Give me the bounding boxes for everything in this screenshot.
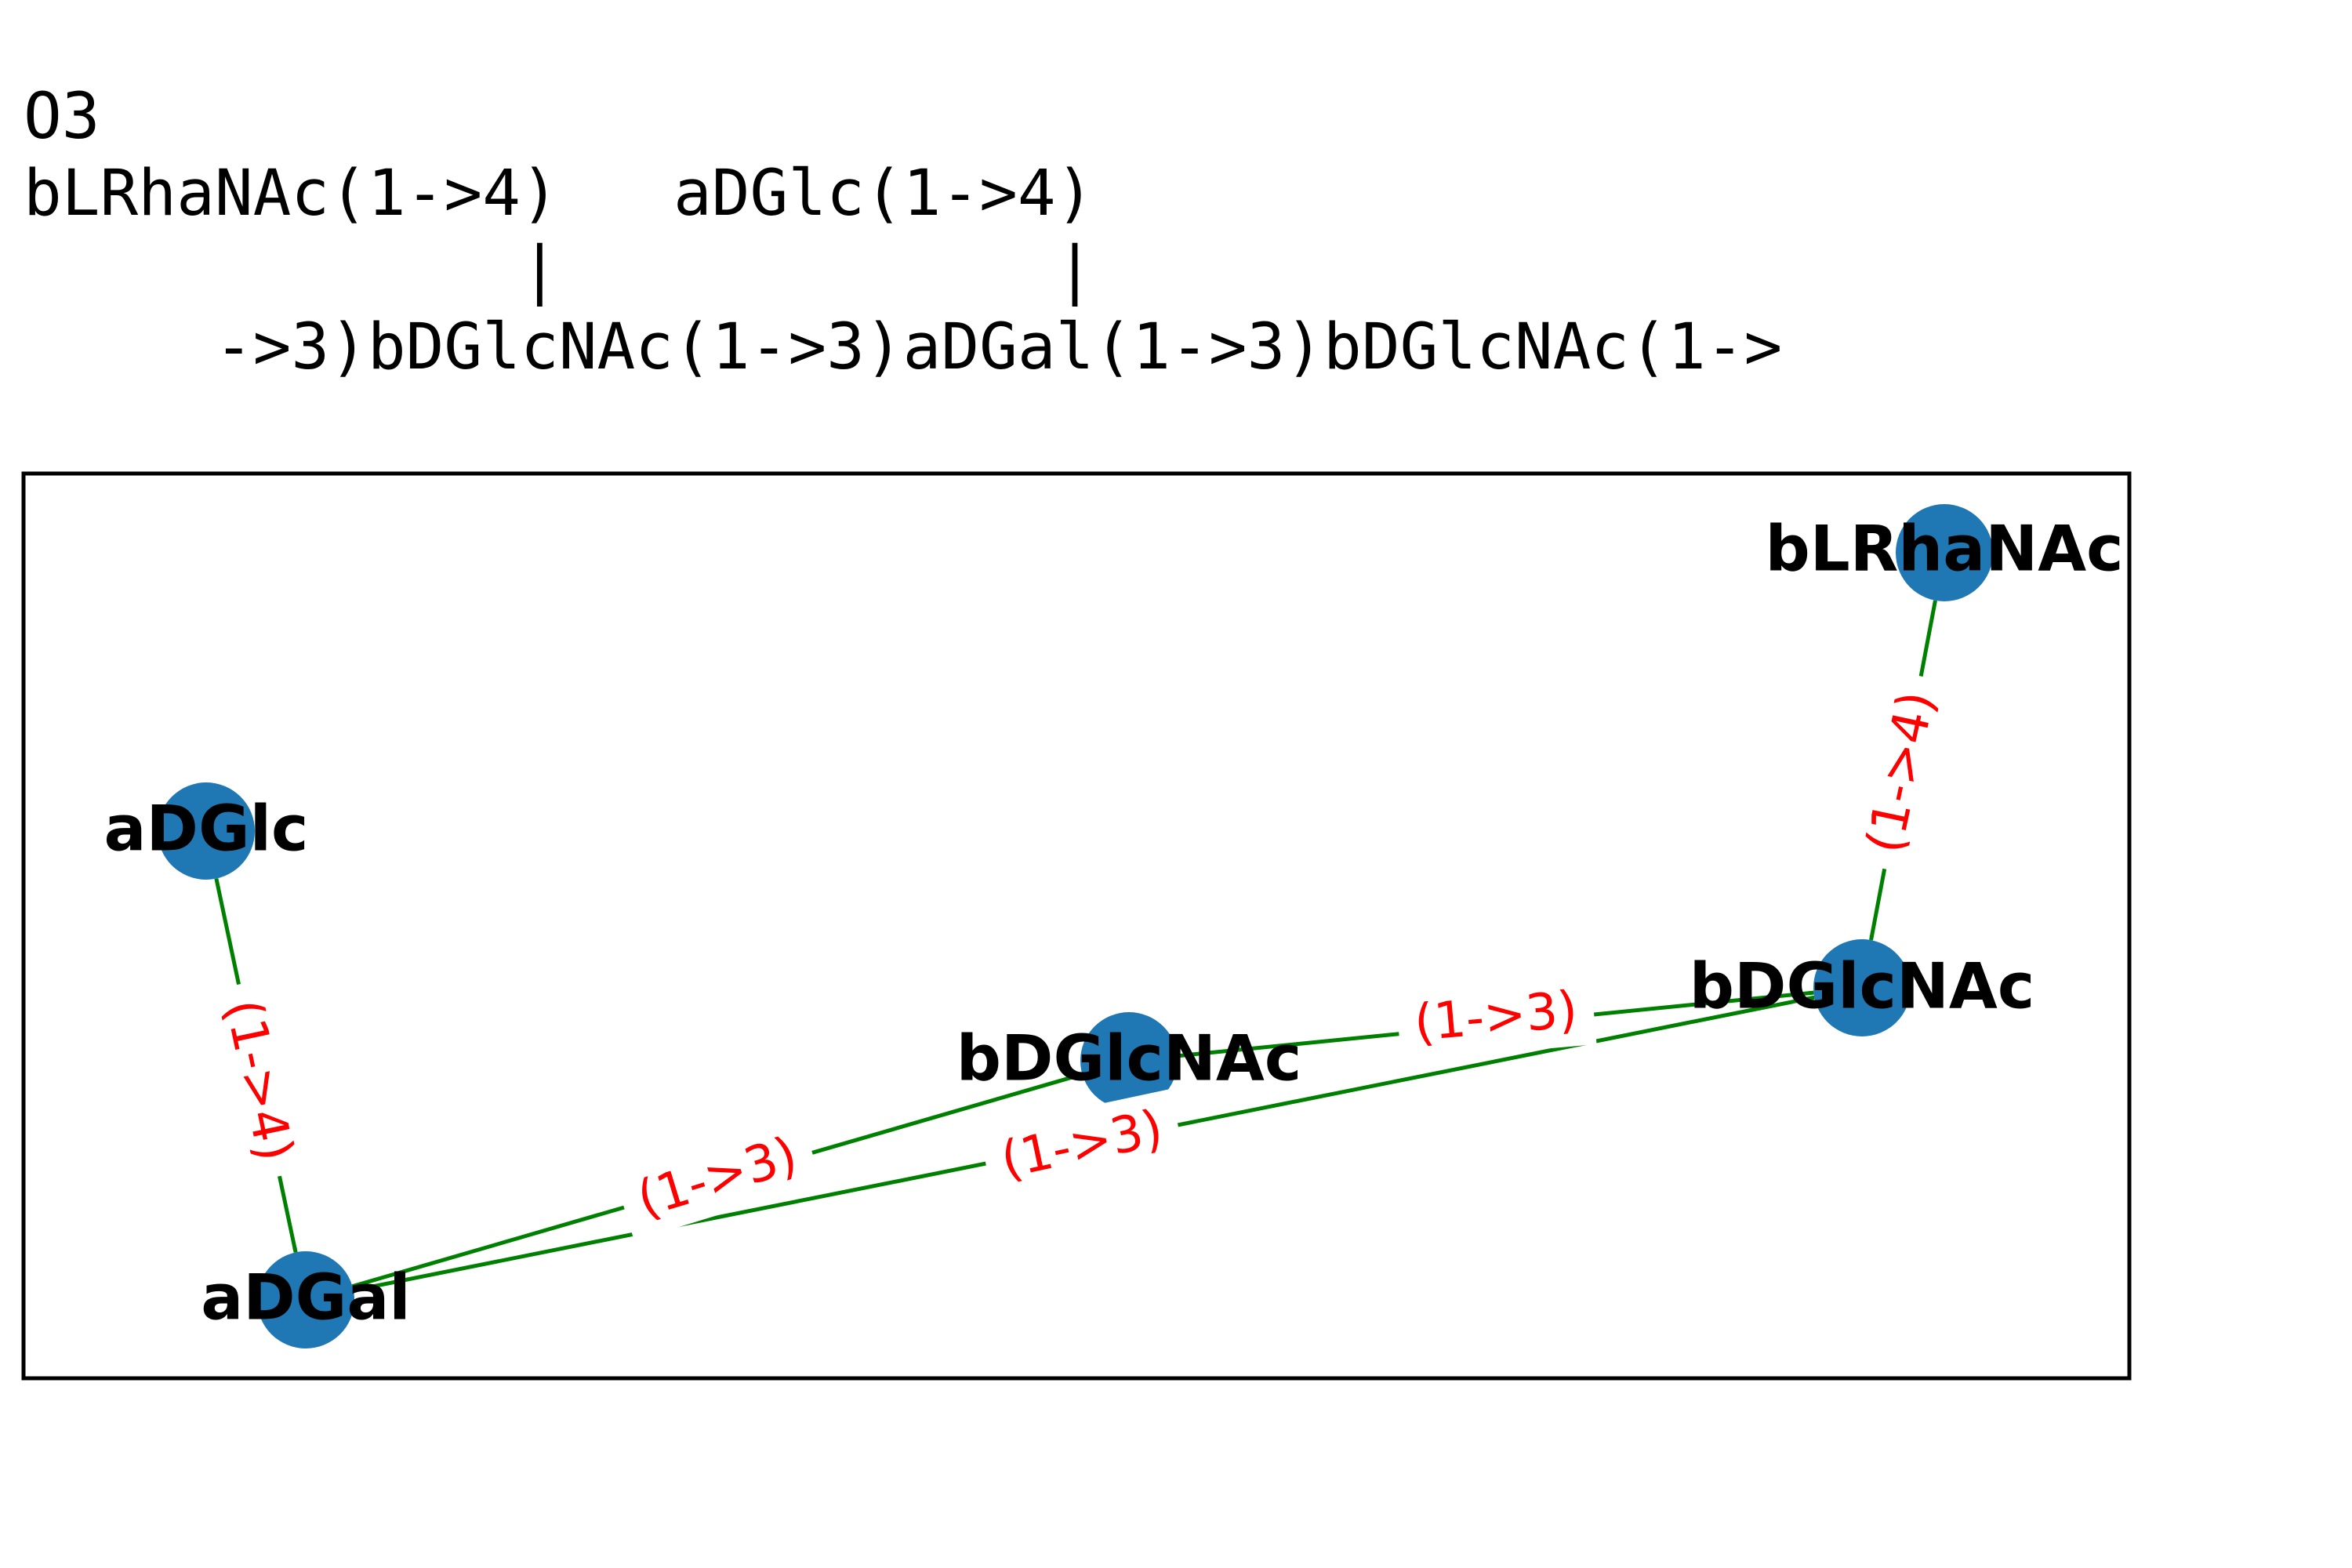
node-label-n_glcnac_mid: bDGlcNAc: [956, 1022, 1301, 1095]
glycan-structure-text: O3 bLRhaNAc(1->4) aDGlc(1->4) | | ->3)bD…: [24, 78, 1782, 386]
edge-label-background: [203, 977, 314, 1184]
node-n_glcnac_mid: [1080, 1012, 1178, 1109]
node-label-n_rha: bLRhaNAc: [1765, 513, 2123, 586]
structure-line-backbone: ->3)bDGlcNAc(1->3)aDGal(1->3)bDGlcNAc(1-…: [24, 310, 1783, 384]
node-n_gal: [257, 1251, 354, 1348]
nodes-layer: [158, 504, 1993, 1348]
edge-label-background: [978, 1089, 1185, 1200]
node-n_rha: [1896, 504, 1993, 601]
labels-layer: bLRhaNAc aDGlc aDGal bDGlcNAc bDGlcNAc (1->4)…: [104, 513, 2124, 1334]
node-n_glcnac_right: [1813, 939, 1911, 1036]
edge-label-background: [613, 1114, 822, 1241]
node-label-n_gal: aDGal: [201, 1261, 410, 1334]
graph-frame: [21, 471, 2132, 1381]
node-label-n_glcnac_right: bDGlcNAc: [1690, 950, 2034, 1023]
structure-title: O3: [24, 80, 100, 154]
edge-label-group-1: (1->4): [203, 977, 314, 1184]
structure-line-branches: bLRhaNAc(1->4) aDGlc(1->4): [24, 157, 1094, 230]
edge-label-group-2: (1->3): [613, 1114, 822, 1241]
edge-label-background: [1846, 669, 1957, 876]
edge-label-group-3: (1->3): [1395, 972, 1597, 1062]
node-n_glc: [158, 782, 255, 880]
edge-label-n_glcnac_mid-to-n_glcnac_right: (1->3): [1412, 981, 1580, 1053]
edge-label-group-4: (1->3): [978, 1089, 1185, 1200]
edges-layer: [214, 600, 1937, 1293]
structure-line-connectors: | |: [24, 234, 1094, 307]
edge-label-background: [1395, 972, 1597, 1062]
edge-label-group-0: (1->4): [1846, 669, 1957, 876]
node-label-n_glc: aDGlc: [104, 793, 309, 866]
